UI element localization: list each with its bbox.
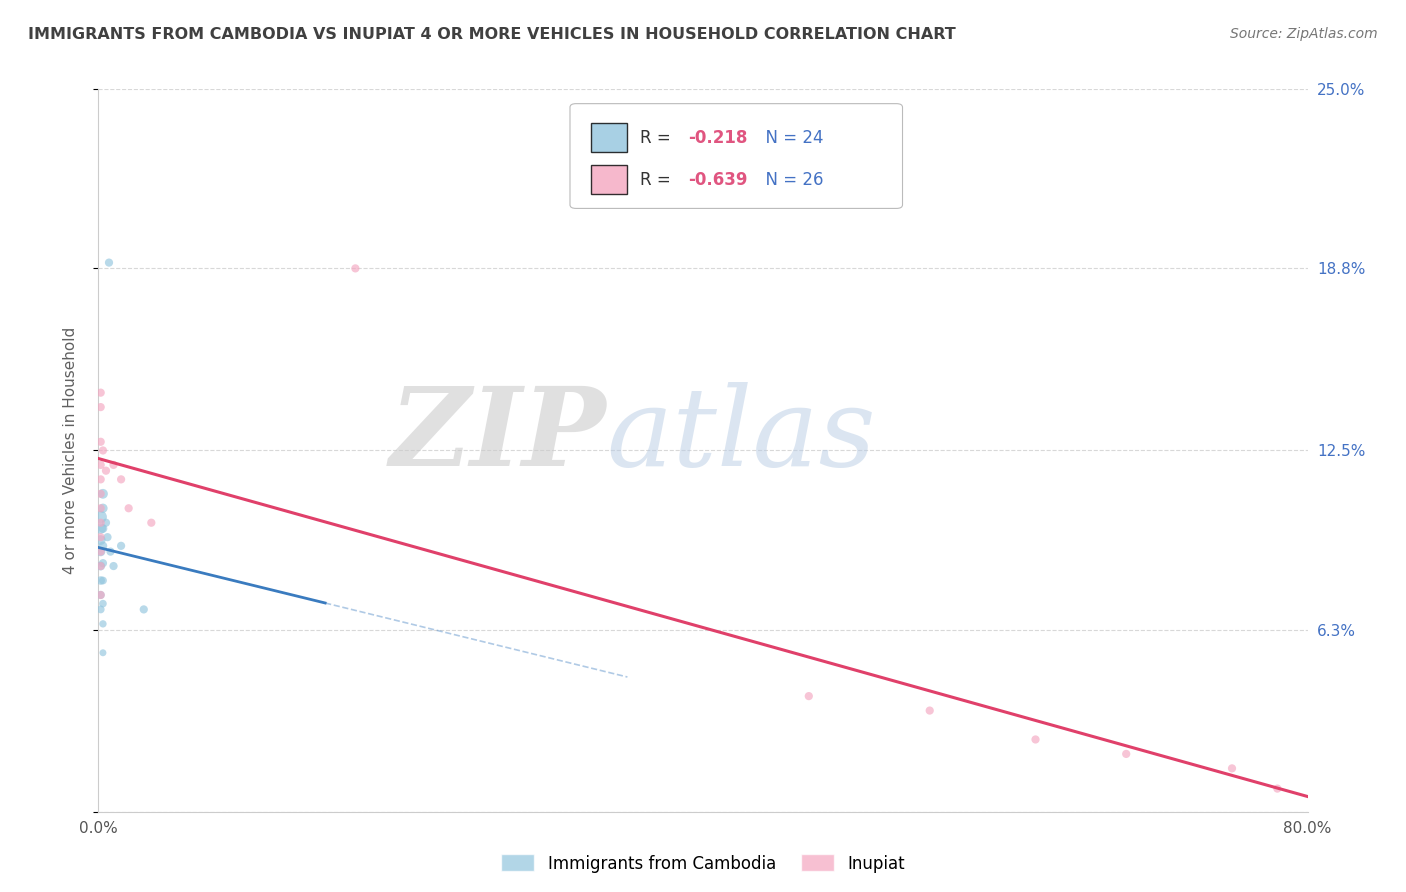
Point [90,574,112,588]
Point [91,443,114,458]
Text: N = 24: N = 24 [755,128,824,146]
Text: Source: ZipAtlas.com: Source: ZipAtlas.com [1230,27,1378,41]
Legend: Immigrants from Cambodia, Inupiat: Immigrants from Cambodia, Inupiat [495,847,911,880]
Point [90,588,112,602]
Point [100,544,122,558]
Point [98,255,121,269]
Point [918,704,941,718]
Y-axis label: 4 or more Vehicles in Household: 4 or more Vehicles in Household [63,326,77,574]
Point [344,261,367,276]
Point [110,539,132,553]
Point [90,487,112,501]
Point [90,602,112,616]
Point [91,574,114,588]
Point [91,597,114,611]
Point [90,544,112,558]
Point [1267,781,1289,796]
Text: R =: R = [640,170,676,188]
Point [90,559,112,574]
FancyBboxPatch shape [591,123,627,152]
Point [110,472,132,486]
Point [91,539,114,553]
Point [90,516,112,530]
FancyBboxPatch shape [591,165,627,194]
Point [141,516,163,530]
Point [91,501,114,516]
Point [90,559,112,574]
Point [94,464,117,478]
Point [91,616,114,631]
Text: -0.639: -0.639 [689,170,748,188]
Text: ZIP: ZIP [389,383,606,490]
Text: R =: R = [640,128,676,146]
Point [90,472,112,486]
Point [90,530,112,544]
Point [118,501,141,516]
Point [90,400,112,414]
Point [103,559,125,574]
Point [90,458,112,472]
Point [91,487,114,501]
Point [797,689,820,703]
Point [1024,732,1046,747]
Point [90,533,112,547]
Point [90,77,112,91]
Point [96,530,118,544]
Point [1115,747,1137,761]
Point [103,458,125,472]
Point [90,588,112,602]
Text: N = 26: N = 26 [755,170,824,188]
Point [91,521,114,535]
FancyBboxPatch shape [569,103,903,209]
Text: IMMIGRANTS FROM CAMBODIA VS INUPIAT 4 OR MORE VEHICLES IN HOUSEHOLD CORRELATION : IMMIGRANTS FROM CAMBODIA VS INUPIAT 4 OR… [28,27,956,42]
Point [90,510,112,524]
Point [1220,761,1243,775]
Point [90,434,112,449]
Point [132,602,155,616]
Point [90,385,112,400]
Text: atlas: atlas [606,383,876,490]
Point [90,501,112,516]
Point [91,646,114,660]
Point [90,544,112,558]
Text: -0.218: -0.218 [689,128,748,146]
Point [90,521,112,535]
Point [91,556,114,570]
Point [94,516,117,530]
